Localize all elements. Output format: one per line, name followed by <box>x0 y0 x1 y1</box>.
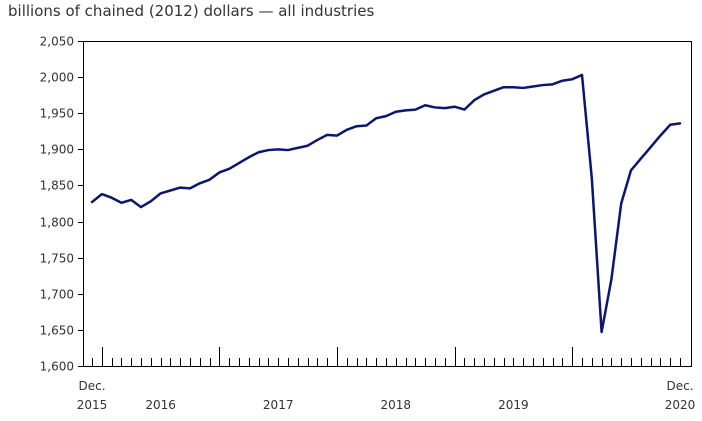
plot-frame <box>83 41 692 367</box>
data-point <box>649 146 651 148</box>
data-point <box>101 193 103 195</box>
data-point <box>355 125 357 127</box>
y-tick-label: 1,700 <box>40 288 74 302</box>
y-tick-label: 1,650 <box>40 324 74 338</box>
data-point <box>522 87 524 89</box>
data-point <box>159 192 161 194</box>
data-point <box>130 199 132 201</box>
data-point <box>267 149 269 151</box>
data-point <box>581 74 583 76</box>
x-tick-label-year: 2019 <box>498 398 529 412</box>
x-tick-label-year: 2016 <box>145 398 176 412</box>
data-point <box>493 90 495 92</box>
y-tick-label: 1,750 <box>40 252 74 266</box>
y-tick-label: 2,000 <box>40 71 74 85</box>
data-point <box>512 86 514 88</box>
data-point <box>306 145 308 147</box>
x-tick-label-month: Dec. <box>666 379 693 393</box>
data-point <box>620 202 622 204</box>
data-point <box>140 206 142 208</box>
x-tick-label-year: 2015 <box>77 398 108 412</box>
data-point <box>404 109 406 111</box>
data-point <box>542 84 544 86</box>
data-point <box>434 106 436 108</box>
data-point <box>199 182 201 184</box>
x-tick-label-month: Dec. <box>78 379 105 393</box>
data-point <box>502 86 504 88</box>
data-point <box>444 107 446 109</box>
y-tick-label: 2,050 <box>40 35 74 49</box>
x-tick-label-year: 2018 <box>381 398 412 412</box>
y-tick-label: 1,850 <box>40 179 74 193</box>
data-point <box>91 201 93 203</box>
data-point <box>228 168 230 170</box>
data-point <box>551 83 553 85</box>
data-point <box>120 202 122 204</box>
data-point <box>326 134 328 136</box>
series-line-all-industries <box>90 73 682 334</box>
x-tick-label-year: 2020 <box>665 398 696 412</box>
data-point <box>375 117 377 119</box>
y-tick-label: 1,950 <box>40 107 74 121</box>
data-point <box>453 106 455 108</box>
x-tick-label-year: 2017 <box>263 398 294 412</box>
data-point <box>630 169 632 171</box>
data-point <box>346 129 348 131</box>
data-point <box>591 177 593 179</box>
data-point <box>483 93 485 95</box>
data-point <box>218 171 220 173</box>
data-point <box>150 200 152 202</box>
data-point <box>463 108 465 110</box>
data-point <box>561 80 563 82</box>
data-point <box>659 134 661 136</box>
data-point <box>365 124 367 126</box>
data-point <box>336 134 338 136</box>
data-point <box>610 278 612 280</box>
data-point <box>640 158 642 160</box>
data-point <box>208 178 210 180</box>
y-tick-label: 1,900 <box>40 143 74 157</box>
chart-title: billions of chained (2012) dollars — all… <box>8 2 375 20</box>
data-point <box>179 186 181 188</box>
data-point <box>669 124 671 126</box>
data-point <box>257 151 259 153</box>
data-point <box>414 108 416 110</box>
data-point <box>679 122 681 124</box>
data-point <box>169 189 171 191</box>
data-point <box>395 111 397 113</box>
data-point <box>424 104 426 106</box>
data-point <box>316 139 318 141</box>
y-tick-label: 1,800 <box>40 216 74 230</box>
data-point <box>385 115 387 117</box>
data-point <box>571 78 573 80</box>
data-point <box>277 148 279 150</box>
data-point <box>189 187 191 189</box>
data-point <box>297 147 299 149</box>
y-tick-label: 1,600 <box>40 360 74 374</box>
data-point <box>287 149 289 151</box>
data-point <box>110 197 112 199</box>
data-point <box>248 156 250 158</box>
data-point <box>532 85 534 87</box>
data-point <box>600 331 602 333</box>
data-point <box>238 162 240 164</box>
data-point <box>473 99 475 101</box>
